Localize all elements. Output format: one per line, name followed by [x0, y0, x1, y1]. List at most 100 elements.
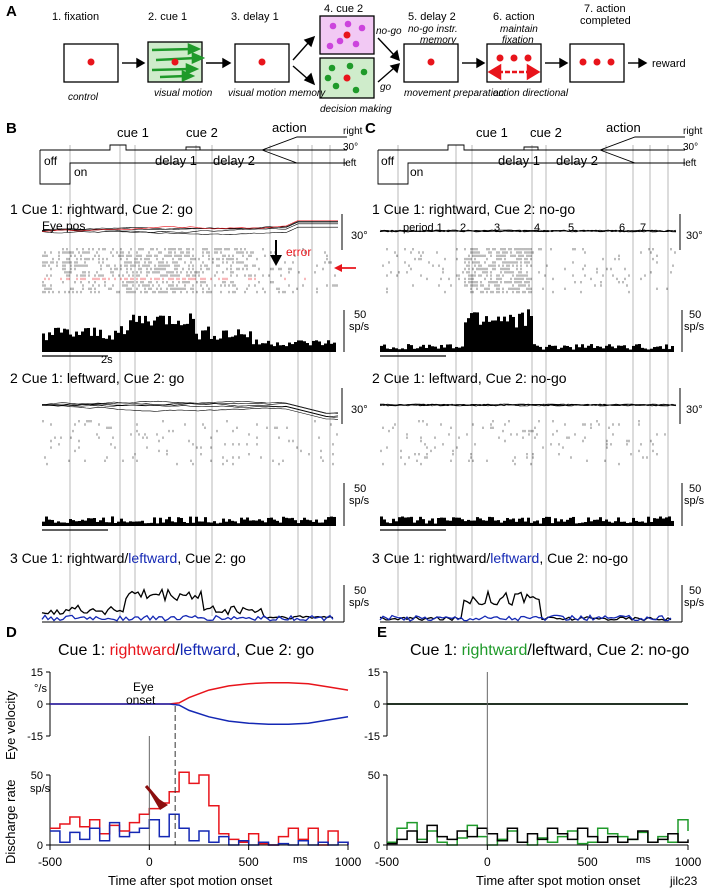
histogram-bar [267, 517, 270, 526]
histogram-bar [530, 522, 533, 526]
d-title-red: rightward [110, 642, 176, 659]
histogram-bar [584, 522, 587, 526]
histogram-bar [632, 345, 635, 352]
histogram-bar [431, 346, 434, 352]
d-title: Cue 1: rightward/leftward, Cue 2: go [58, 642, 314, 659]
histogram-bar [518, 313, 521, 352]
histogram-bar [51, 334, 54, 352]
histogram-bar [389, 523, 392, 526]
c-period-7: 7 [640, 222, 646, 234]
histogram-bar [392, 518, 395, 526]
histogram-bar [123, 521, 126, 526]
histogram-bar [333, 516, 336, 526]
histogram-bar [464, 521, 467, 526]
c-row3-rate-num: 50 [689, 585, 701, 597]
histogram-bar [500, 522, 503, 526]
histogram-bar [249, 331, 252, 352]
histogram-bar [273, 346, 276, 352]
histogram-bar [237, 329, 240, 352]
histogram-bar [629, 522, 632, 526]
histogram-bar [135, 521, 138, 526]
histogram-bar [554, 518, 557, 526]
histogram-bar [291, 517, 294, 526]
histogram-bar [500, 321, 503, 352]
histogram-bar [51, 519, 54, 526]
x-tick-label: 0 [484, 855, 491, 869]
histogram-bar [485, 316, 488, 352]
caption-control: control [68, 92, 99, 103]
histogram-bar [545, 346, 548, 352]
step-completed-2: completed [580, 15, 631, 27]
c-left-label: left [683, 158, 697, 169]
b-row3-post: , Cue 2: go [177, 550, 246, 566]
histogram-bar [632, 517, 635, 526]
c-delay1-label: delay 1 [498, 153, 540, 168]
histogram-bar [84, 520, 87, 526]
histogram-bar [395, 521, 398, 526]
step-completed-1: 7. action [584, 3, 626, 15]
histogram-bar [150, 522, 153, 526]
b-row2-deg: 30° [351, 404, 368, 416]
histogram-bar [315, 340, 318, 352]
histogram-bar [671, 345, 674, 352]
histogram-bar [210, 522, 213, 526]
histogram-bar [222, 330, 225, 352]
histogram-bar [102, 338, 105, 352]
y-tick-label: 0 [374, 699, 380, 711]
b-row1-deg: 30° [351, 230, 368, 242]
cue-timeline-lower [599, 149, 685, 164]
d-rate-unit: sp/s [30, 783, 51, 795]
histogram-bar [45, 340, 48, 352]
histogram-bar [437, 348, 440, 352]
histogram-bar [560, 519, 563, 526]
b-timebar-label: 2s [101, 354, 113, 366]
histogram-bar [470, 520, 473, 526]
histogram-bar [198, 339, 201, 352]
histogram-bar [563, 521, 566, 526]
histogram-bar [455, 517, 458, 526]
histogram-bar [270, 344, 273, 352]
eye-trace [379, 229, 677, 233]
histogram-bar [156, 523, 159, 526]
c-row3-title: 3 Cue 1: rightward/leftward, Cue 2: no-g… [372, 550, 628, 566]
histogram-bar [449, 344, 452, 352]
histogram-bar [138, 521, 141, 526]
d-ylabel-rate: Discharge rate [3, 779, 18, 864]
histogram-bar [527, 517, 530, 526]
histogram-bar [491, 320, 494, 352]
histogram-bar [258, 344, 261, 352]
c-row3-blue: leftward [490, 550, 539, 566]
histogram-bar [171, 323, 174, 352]
histogram-bar [231, 520, 234, 526]
histogram-bar [270, 517, 273, 526]
c-row3-pre: 3 Cue 1: rightward/ [372, 550, 490, 566]
histogram-bar [219, 338, 222, 352]
histogram-bar [548, 516, 551, 526]
histogram-bar [608, 521, 611, 526]
step-action: 6. action [493, 11, 535, 23]
histogram-bar [132, 521, 135, 526]
histogram-bar [81, 331, 84, 352]
cue2-nogo-spot [343, 31, 351, 39]
delay2-spot [427, 58, 435, 66]
histogram-bar [518, 518, 521, 526]
histogram-bar [189, 516, 192, 526]
eye-trace [42, 401, 339, 414]
histogram-bar [635, 344, 638, 352]
eye-trace [41, 400, 339, 418]
error-trial-arrow-head [334, 264, 342, 272]
histogram-bar [210, 338, 213, 352]
histogram-bar [545, 516, 548, 526]
histogram-bar [422, 344, 425, 352]
cue2-go-spot [343, 74, 351, 82]
histogram-bar [473, 520, 476, 526]
panel-d-chart: 15 0 -15 0 50 -500 0 500 1000 [27, 667, 362, 869]
histogram-bar [428, 520, 431, 526]
histogram-bar [557, 349, 560, 352]
histogram-bar [174, 324, 177, 352]
histogram-bar [297, 523, 300, 526]
histogram-bar [566, 519, 569, 526]
cue-timeline [378, 136, 685, 151]
b-on-label: on [74, 165, 87, 179]
histogram-bar [234, 335, 237, 352]
